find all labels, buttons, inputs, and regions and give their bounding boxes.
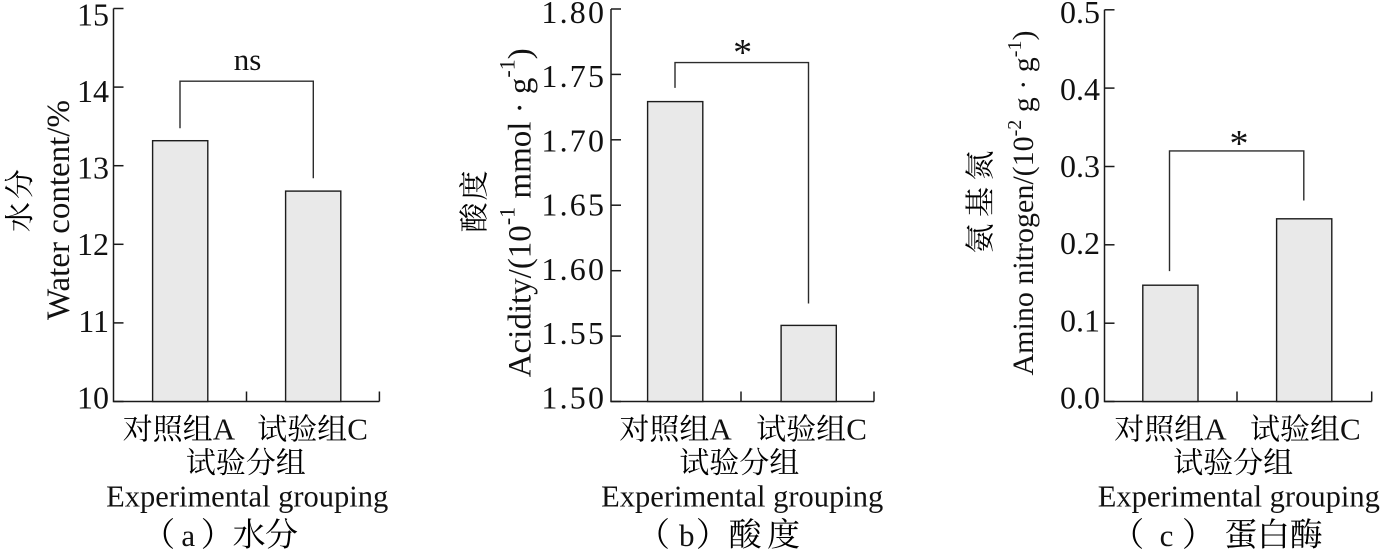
svg-text:Acidity/(10-1 mmol · g-1): Acidity/(10-1 mmol · g-1) bbox=[494, 48, 538, 377]
svg-text:C: C bbox=[846, 411, 867, 446]
svg-text:Experimental grouping: Experimental grouping bbox=[1098, 480, 1380, 514]
svg-text:C: C bbox=[347, 411, 368, 446]
svg-text:0.0: 0.0 bbox=[1060, 380, 1100, 416]
svg-text:*: * bbox=[733, 32, 752, 74]
svg-text:11: 11 bbox=[78, 303, 109, 339]
svg-text:1.55: 1.55 bbox=[541, 315, 606, 351]
svg-text:0.4: 0.4 bbox=[1060, 71, 1100, 107]
svg-text:1.65: 1.65 bbox=[541, 187, 606, 223]
svg-text:1.50: 1.50 bbox=[541, 380, 606, 416]
svg-text:Experimental grouping: Experimental grouping bbox=[601, 480, 883, 514]
svg-text:b: b bbox=[679, 518, 695, 553]
svg-text:C: C bbox=[1340, 411, 1361, 446]
svg-text:ns: ns bbox=[234, 42, 262, 77]
svg-text:A: A bbox=[1204, 411, 1227, 446]
svg-text:1.75: 1.75 bbox=[541, 58, 606, 94]
svg-text:c: c bbox=[1160, 518, 1174, 553]
svg-text:Experimental grouping: Experimental grouping bbox=[106, 480, 388, 514]
svg-text:*: * bbox=[1230, 123, 1249, 165]
svg-text:1.60: 1.60 bbox=[541, 251, 606, 287]
svg-text:0.5: 0.5 bbox=[1060, 0, 1100, 30]
svg-text:1.70: 1.70 bbox=[541, 122, 606, 158]
svg-text:0.1: 0.1 bbox=[1060, 302, 1100, 338]
svg-text:10: 10 bbox=[77, 380, 109, 416]
svg-text:0.2: 0.2 bbox=[1060, 225, 1100, 261]
svg-text:A: A bbox=[709, 411, 732, 446]
svg-text:14: 14 bbox=[77, 73, 109, 109]
svg-text:1.80: 1.80 bbox=[541, 0, 606, 30]
svg-text:Amino nitrogen/(10-2 g · g-1): Amino nitrogen/(10-2 g · g-1) bbox=[1004, 31, 1040, 376]
svg-text:a: a bbox=[181, 518, 195, 553]
svg-text:13: 13 bbox=[77, 150, 109, 186]
svg-text:15: 15 bbox=[77, 0, 109, 32]
svg-text:Water content/%: Water content/% bbox=[41, 100, 77, 320]
svg-text:12: 12 bbox=[77, 226, 109, 262]
svg-text:A: A bbox=[213, 411, 236, 446]
svg-text:0.3: 0.3 bbox=[1060, 148, 1100, 184]
